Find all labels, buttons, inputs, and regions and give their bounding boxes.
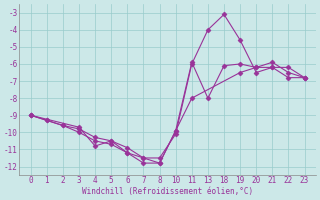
X-axis label: Windchill (Refroidissement éolien,°C): Windchill (Refroidissement éolien,°C) <box>82 187 253 196</box>
